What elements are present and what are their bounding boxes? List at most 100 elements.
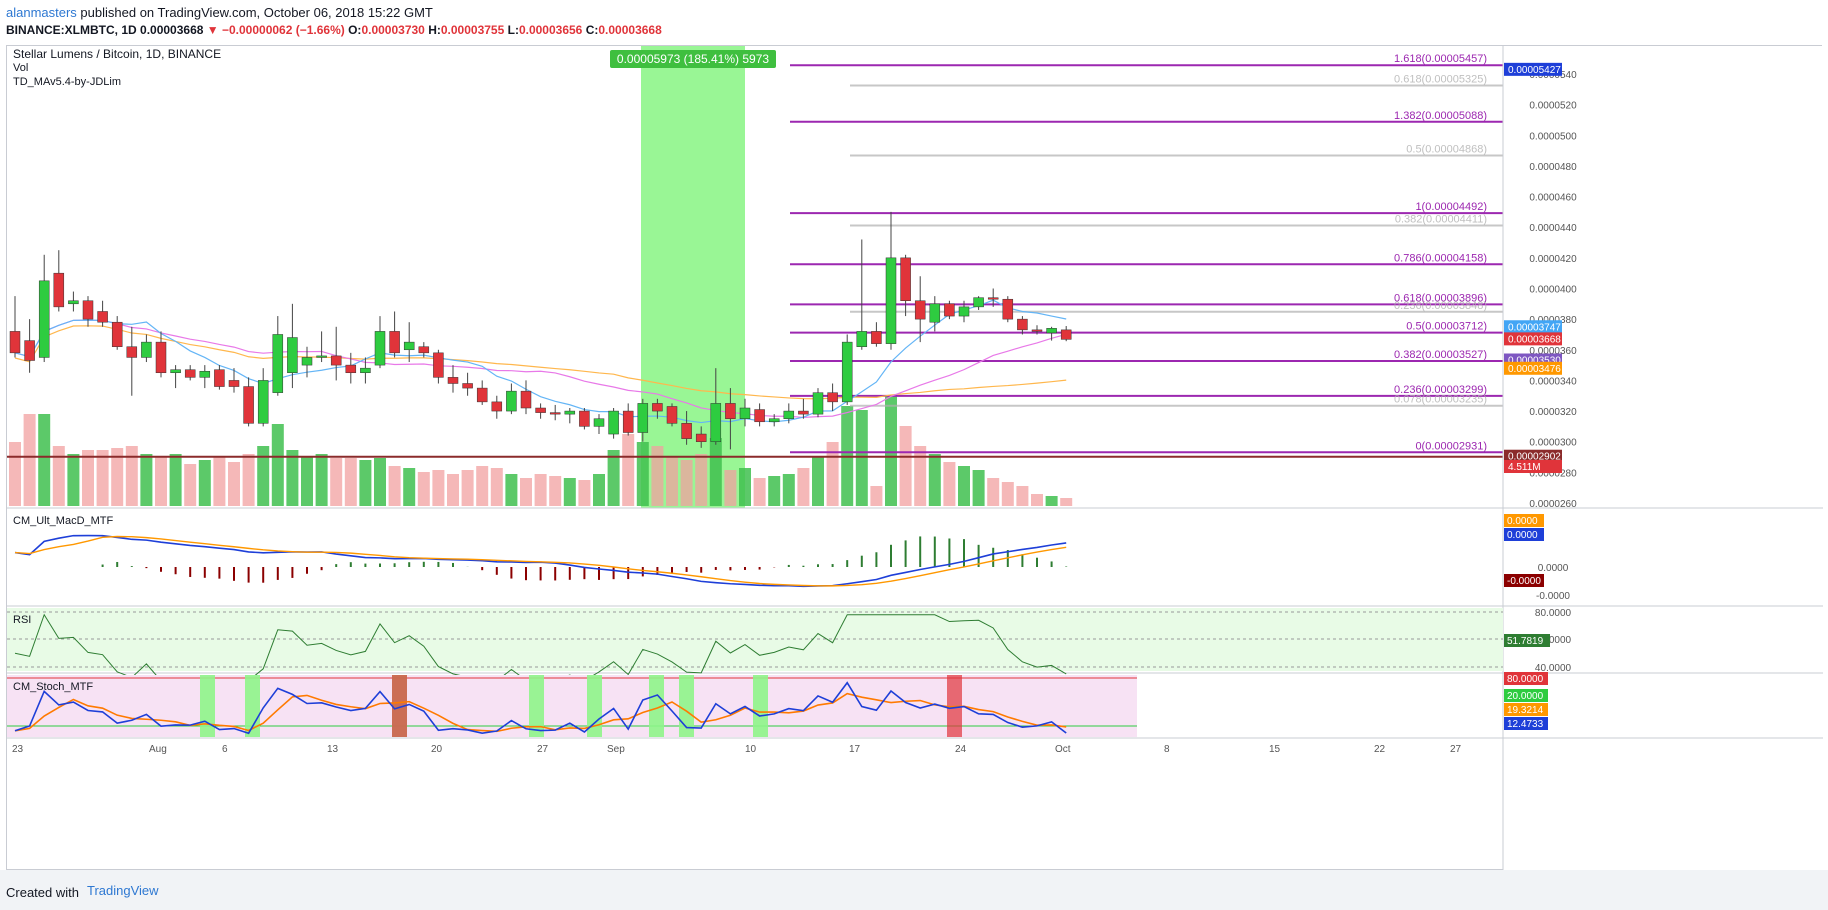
fib-level-label: 0.5(0.00003712): [1406, 321, 1487, 333]
price-tick-label: 0.0000360: [1529, 346, 1577, 357]
macd-signal-line: [14, 535, 1067, 587]
time-axis-label: 27: [537, 744, 549, 755]
volume-bar: [125, 446, 138, 506]
candle-body: [622, 410, 634, 433]
open-label: O:: [348, 23, 362, 37]
tradingview-link[interactable]: TradingView: [87, 883, 159, 898]
fib-level-label: 1.618(0.00005457): [1394, 53, 1487, 65]
candle-body: [637, 403, 649, 433]
candle-body: [549, 412, 561, 415]
candle-body: [929, 303, 941, 323]
time-axis-label: Sep: [607, 744, 625, 755]
candle-body: [53, 272, 65, 308]
author-link[interactable]: alanmasters: [6, 5, 77, 20]
symbol: BINANCE:XLMBTC, 1D: [6, 23, 137, 37]
candle-body: [579, 410, 590, 427]
stoch-buy-zone: [200, 675, 215, 737]
volume-bar: [359, 460, 372, 506]
candle-body: [944, 303, 955, 317]
candle-body: [1031, 329, 1043, 332]
candle-body: [1017, 318, 1028, 331]
price-badge: [1504, 459, 1562, 473]
volume-legend: Vol: [13, 62, 29, 74]
volume-bar: [812, 456, 824, 506]
time-axis-label: Oct: [1055, 744, 1071, 755]
volume-bar: [286, 450, 299, 506]
measure-label-bg: [610, 50, 776, 68]
volume-bar: [82, 450, 94, 506]
candle-body: [345, 364, 357, 374]
rsi-badge-label: 51.7819: [1507, 636, 1544, 647]
time-axis-label: 20: [431, 744, 443, 755]
volume-bar: [417, 472, 430, 506]
volume-bar: [987, 478, 1000, 506]
candle-body: [433, 352, 444, 378]
rsi-axis-label: 80.0000: [1535, 608, 1572, 619]
candle-body: [973, 297, 984, 308]
candle-body: [1060, 329, 1072, 340]
price-tick-label: 0.0000300: [1529, 438, 1577, 449]
stoch-badge: [1504, 717, 1548, 730]
candle-body: [812, 392, 824, 415]
price-badge-label: 0.00003530: [1508, 356, 1561, 367]
close-value: 0.00003668: [598, 23, 662, 37]
volume-bar: [476, 466, 489, 506]
stoch-title: CM_Stoch_MTF: [13, 681, 93, 693]
stoch-badge-label: 19.3214: [1507, 705, 1544, 716]
candle-body: [82, 300, 94, 320]
candle-body: [506, 390, 517, 412]
volume-bar: [958, 466, 970, 506]
volume-bar: [855, 410, 868, 506]
fib-level-label: 0.618(0.00005325): [1394, 73, 1487, 85]
volume-bar: [666, 456, 678, 506]
chart-area[interactable]: 0.00005973 (185.41%) 5973 1.618(0.0000545…: [6, 45, 1823, 871]
candle-body: [491, 401, 503, 412]
volume-bar: [344, 458, 357, 506]
candle-body: [24, 340, 35, 361]
candle-body: [389, 331, 400, 354]
candle-body: [535, 407, 546, 413]
price-badge-label: 0.00003747: [1508, 322, 1561, 333]
fib-level-label: 0(0.00002931): [1415, 440, 1487, 452]
volume-bar: [301, 456, 313, 506]
stoch-buy-zone: [529, 675, 544, 737]
time-axis-label: 24: [955, 744, 967, 755]
candle-body: [958, 306, 970, 317]
candle-body: [272, 334, 284, 393]
macd-badge-label: 0.0000: [1507, 516, 1538, 527]
volume-bar: [578, 480, 591, 506]
candle-body: [199, 370, 211, 378]
volume-bar: [52, 446, 65, 506]
measure-highlight: [641, 46, 745, 508]
volume-bar: [1045, 496, 1058, 506]
candle-body: [360, 367, 371, 374]
fib-level-label: 1.382(0.00005088): [1394, 110, 1487, 122]
candle-body: [403, 341, 415, 351]
fib-level-label: 0.382(0.00004411): [1395, 214, 1487, 226]
footer: Created with TradingView: [0, 870, 1828, 910]
candle-body: [228, 380, 240, 387]
rsi-background: [7, 608, 1503, 671]
ma-pink-line: [14, 319, 1067, 419]
fib-level-label: 0.236(0.00003848): [1394, 300, 1487, 312]
candle-body: [885, 257, 897, 344]
price-badge-label: 0.00003476: [1508, 364, 1561, 375]
ma-orange-line: [14, 325, 1067, 400]
rsi-badge: [1504, 634, 1550, 647]
candle-body: [695, 433, 707, 442]
price-tick-label: 0.0000420: [1529, 254, 1577, 265]
candle-body: [97, 311, 108, 323]
candle-body: [914, 300, 926, 320]
price-tick-label: 0.0000460: [1529, 193, 1577, 204]
candle-body: [330, 355, 342, 366]
macd-axis-label: 0.0000: [1538, 563, 1569, 574]
macd-badge: [1504, 514, 1544, 527]
candle-body: [725, 403, 736, 419]
price-badge: [1504, 62, 1562, 76]
price-badge: [1504, 332, 1562, 346]
candle-body: [418, 346, 430, 354]
publish-info: published on TradingView.com, October 06…: [76, 5, 433, 20]
chart-svg[interactable]: 0.00005973 (185.41%) 5973 1.618(0.0000545…: [7, 46, 1823, 871]
fib-level-label: 0.382(0.00003527): [1394, 349, 1487, 361]
publish-line: alanmasters published on TradingView.com…: [6, 5, 433, 20]
